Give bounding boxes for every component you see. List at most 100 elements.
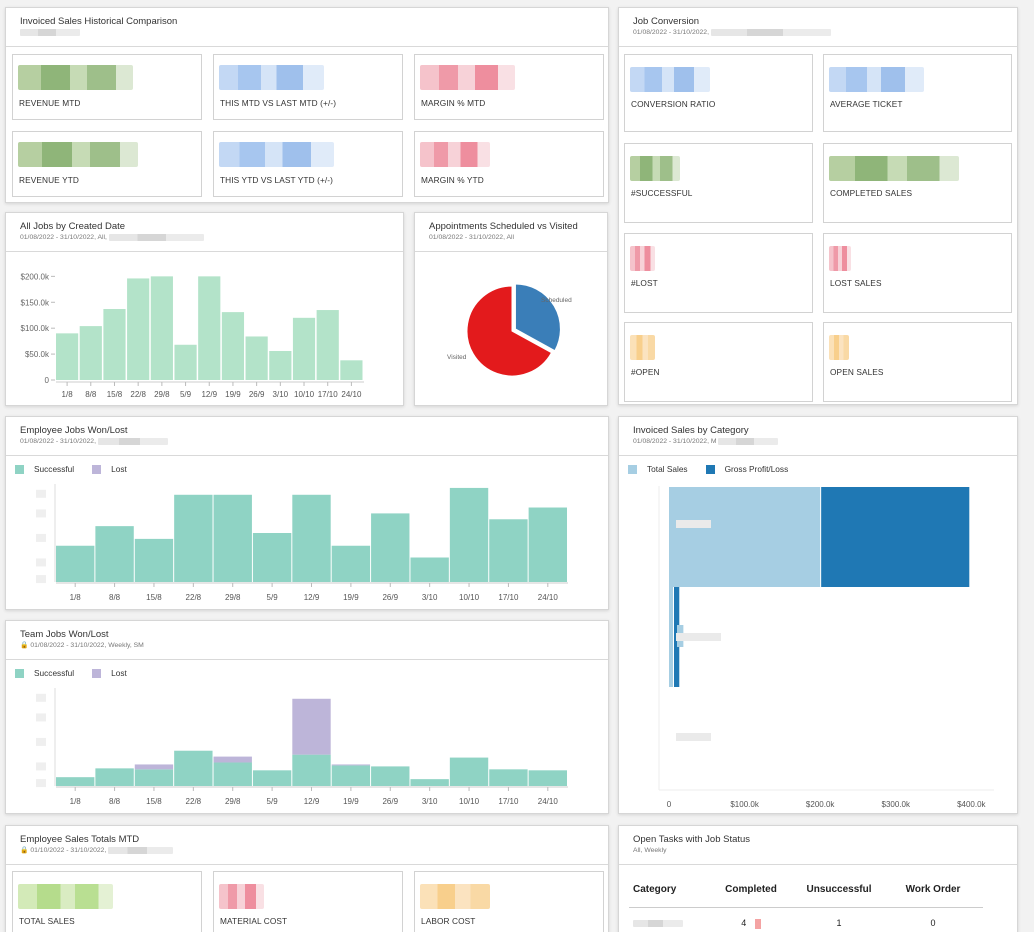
kpi-label: MARGIN % MTD bbox=[421, 98, 486, 108]
bar-successful bbox=[174, 494, 213, 582]
x-tick-label: 1/8 bbox=[62, 390, 74, 399]
panel-subtitle: 🔒 01/08/2022 - 31/10/2022, Weekly, SM bbox=[20, 641, 594, 651]
kpi-label: #LOST bbox=[631, 278, 658, 288]
x-tick-label: 24/10 bbox=[538, 797, 559, 806]
x-tick-label: 22/8 bbox=[130, 390, 146, 399]
legend-label: Successful bbox=[34, 668, 75, 678]
bar-successful bbox=[213, 762, 252, 786]
bar-lost bbox=[134, 764, 174, 770]
open-tasks-panel: Open Tasks with Job Status All, Weekly C… bbox=[618, 825, 1018, 932]
column-header-completed[interactable]: Completed bbox=[707, 884, 795, 908]
completed-cell: 4 bbox=[707, 908, 795, 929]
kpi-value bbox=[630, 246, 655, 271]
category-label bbox=[676, 733, 711, 741]
panel-header: Invoiced Sales Historical Comparison bbox=[6, 8, 608, 47]
kpi-card-revenue-mtd[interactable]: REVENUE MTD bbox=[12, 54, 202, 120]
kpi-card-completed-sales[interactable]: COMPLETED SALES bbox=[823, 143, 1012, 223]
bar-successful bbox=[56, 545, 95, 582]
legend-item-successful[interactable]: Successful bbox=[15, 464, 74, 474]
legend-label: Successful bbox=[34, 464, 75, 474]
kpi-card-average-ticket[interactable]: AVERAGE TICKET bbox=[823, 54, 1012, 132]
pie-slice bbox=[514, 283, 561, 352]
x-tick-label: 10/10 bbox=[459, 797, 480, 806]
x-tick-label: 15/8 bbox=[146, 593, 162, 602]
kpi-card-labor-cost[interactable]: LABOR COST bbox=[414, 871, 604, 932]
y-tick-label bbox=[36, 713, 46, 722]
open-tasks-table: Category Completed Unsuccessful Work Ord… bbox=[629, 884, 983, 929]
legend-label: Lost bbox=[111, 464, 127, 474]
bar bbox=[127, 278, 150, 380]
bar-successful bbox=[134, 769, 174, 786]
x-tick-label: 10/10 bbox=[459, 593, 480, 602]
team-jobs-panel: Team Jobs Won/Lost 🔒 01/08/2022 - 31/10/… bbox=[5, 620, 609, 814]
legend-item-lost[interactable]: Lost bbox=[92, 668, 127, 678]
kpi-card-successful[interactable]: #SUCCESSFUL bbox=[624, 143, 813, 223]
invoiced-category-chart: 0 $100.0k $200.0k $300.0k $400.0k bbox=[658, 486, 994, 809]
legend-item-gross-profit[interactable]: Gross Profit/Loss bbox=[705, 464, 788, 474]
bar-successful bbox=[489, 769, 528, 786]
column-header-category[interactable]: Category bbox=[629, 884, 707, 908]
table-row[interactable]: 4 1 0 bbox=[629, 908, 983, 929]
kpi-value bbox=[630, 335, 655, 360]
column-header-unsuccessful[interactable]: Unsuccessful bbox=[795, 884, 883, 908]
subtitle-text: 01/08/2022 - 31/10/2022, M bbox=[633, 438, 717, 445]
bar-successful bbox=[174, 750, 213, 786]
team-jobs-chart: 1/8 8/8 15/8 22/8 29/8 5/9 12/9 19/9 26/9 3/10 10/… bbox=[36, 688, 568, 806]
kpi-card-open[interactable]: #OPEN bbox=[624, 322, 813, 402]
kpi-card-margin-mtd[interactable]: MARGIN % MTD bbox=[414, 54, 604, 120]
kpi-card-lost[interactable]: #LOST bbox=[624, 233, 813, 313]
kpi-label: CONVERSION RATIO bbox=[631, 99, 716, 109]
x-tick-label: 29/8 bbox=[225, 593, 241, 602]
all-jobs-chart: 0 $50.0k $100.0k $150.0k $200.0k 1/8 8/8 15/8 22… bbox=[21, 272, 364, 399]
employee-jobs-chart: 1/8 8/8 15/8 22/8 29/8 5/9 12/9 19/9 26/9 3/10 10/… bbox=[36, 484, 568, 602]
kpi-card-revenue-ytd[interactable]: REVENUE YTD bbox=[12, 131, 202, 197]
appointments-pie-chart: Scheduled Visited bbox=[447, 283, 572, 377]
column-header-work-order[interactable]: Work Order bbox=[883, 884, 983, 908]
panel-subtitle: 01/08/2022 - 31/10/2022, bbox=[20, 437, 594, 447]
legend-label: Total Sales bbox=[647, 464, 688, 474]
y-tick-label bbox=[36, 779, 46, 788]
x-tick-label: 19/9 bbox=[343, 797, 359, 806]
x-tick-label: 3/10 bbox=[422, 797, 438, 806]
x-tick-label: 3/10 bbox=[273, 390, 289, 399]
kpi-label: AVERAGE TICKET bbox=[830, 99, 903, 109]
kpi-label: REVENUE MTD bbox=[19, 98, 81, 108]
bar bbox=[150, 276, 173, 380]
legend-item-successful[interactable]: Successful bbox=[15, 668, 74, 678]
kpi-value bbox=[420, 65, 515, 90]
bar-lost bbox=[331, 764, 371, 766]
legend-item-lost[interactable]: Lost bbox=[92, 464, 127, 474]
subtitle-text: 01/08/2022 - 31/10/2022, All, bbox=[20, 234, 107, 241]
kpi-label: #SUCCESSFUL bbox=[631, 188, 693, 198]
x-tick-label: 8/8 bbox=[109, 593, 121, 602]
x-tick-label: 29/8 bbox=[154, 390, 170, 399]
kpi-card-total-sales[interactable]: TOTAL SALES bbox=[12, 871, 202, 932]
panel-title: Open Tasks with Job Status bbox=[633, 834, 751, 845]
panel-title: Appointments Scheduled vs Visited bbox=[429, 221, 578, 232]
bar-successful bbox=[292, 754, 331, 786]
all-jobs-panel: All Jobs by Created Date 01/08/2022 - 31… bbox=[5, 212, 404, 406]
kpi-card-open-sales[interactable]: OPEN SALES bbox=[823, 322, 1012, 402]
x-tick-label: 0 bbox=[667, 800, 672, 809]
panel-subtitle: 01/08/2022 - 31/10/2022, All, bbox=[20, 233, 389, 243]
panel-header: Employee Jobs Won/Lost 01/08/2022 - 31/1… bbox=[6, 417, 608, 456]
bar-gross-profit bbox=[821, 487, 970, 587]
kpi-card-material-cost[interactable]: MATERIAL COST bbox=[213, 871, 403, 932]
x-tick-label: 22/8 bbox=[186, 593, 202, 602]
appointments-panel: Appointments Scheduled vs Visited 01/08/… bbox=[414, 212, 608, 406]
kpi-card-ytd-diff[interactable]: THIS YTD VS LAST YTD (+/-) bbox=[213, 131, 403, 197]
kpi-card-mtd-diff[interactable]: THIS MTD VS LAST MTD (+/-) bbox=[213, 54, 403, 120]
cell-value: 4 bbox=[741, 918, 747, 928]
legend-item-total-sales[interactable]: Total Sales bbox=[628, 464, 688, 474]
kpi-card-margin-ytd[interactable]: MARGIN % YTD bbox=[414, 131, 604, 197]
kpi-label: THIS MTD VS LAST MTD (+/-) bbox=[220, 98, 337, 108]
x-tick-label: 15/8 bbox=[107, 390, 123, 399]
kpi-card-lost-sales[interactable]: LOST SALES bbox=[823, 233, 1012, 313]
bar-total-sales bbox=[669, 587, 673, 687]
y-tick-label: $150.0k bbox=[21, 298, 50, 307]
panel-header: Job Conversion 01/08/2022 - 31/10/2022, bbox=[619, 8, 1017, 47]
x-tick-label: $100.0k bbox=[730, 800, 759, 809]
kpi-card-conversion-ratio[interactable]: CONVERSION RATIO bbox=[624, 54, 813, 132]
job-conversion-panel: Job Conversion 01/08/2022 - 31/10/2022, … bbox=[618, 7, 1018, 405]
subtitle-text: 01/08/2022 - 31/10/2022, bbox=[633, 29, 709, 36]
